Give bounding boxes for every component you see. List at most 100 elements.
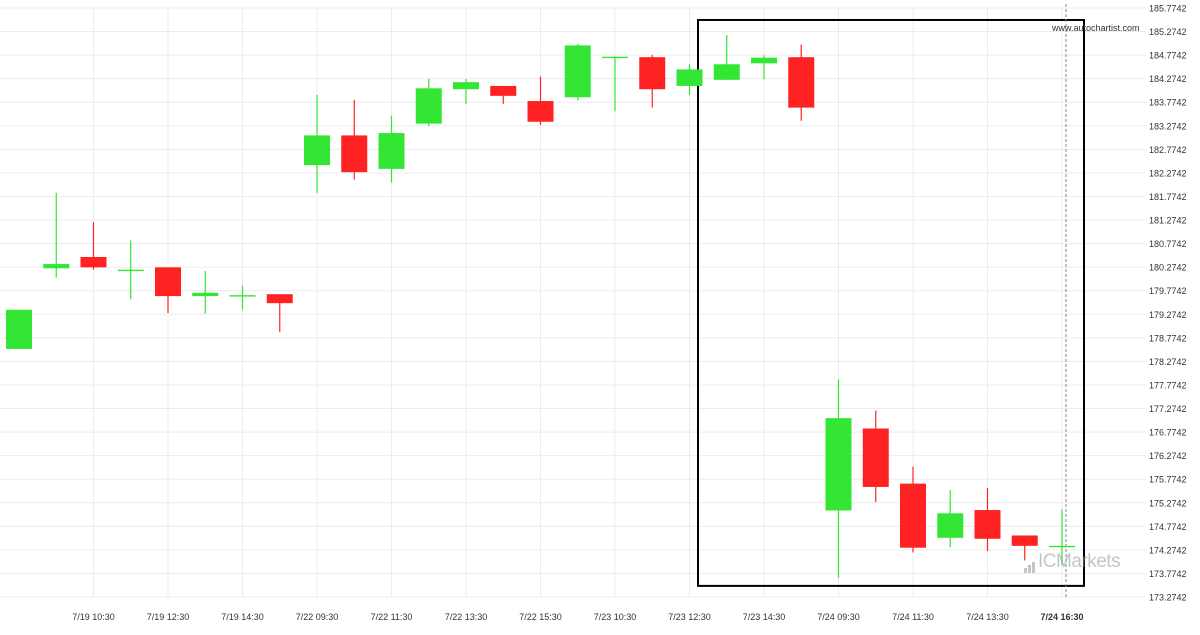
y-tick-label: 185.2742: [1149, 27, 1187, 37]
x-tick-label: 7/24 11:30: [892, 612, 934, 622]
y-tick-label: 179.7742: [1149, 286, 1187, 296]
pattern-box: [697, 18, 1085, 587]
y-tick-label: 180.7742: [1149, 239, 1187, 249]
candle-body: [266, 294, 293, 304]
source-label: www.autochartist.com: [1052, 23, 1140, 33]
candle: [6, 309, 32, 349]
x-tick-label: 7/19 14:30: [221, 612, 264, 622]
x-tick-label: 7/22 11:30: [371, 612, 413, 622]
x-axis: 7/19 10:30 7/19 12:30 7/19 14:30 7/22 09:30…: [72, 612, 1083, 622]
candle: [974, 487, 1001, 552]
candle: [304, 94, 330, 193]
y-tick-label: 175.7742: [1149, 475, 1187, 485]
x-tick-label: 7/19 10:30: [72, 612, 115, 622]
x-tick-label: 7/22 13:30: [445, 612, 488, 622]
y-tick-label: 178.2742: [1149, 357, 1187, 367]
candle-body: [713, 64, 740, 80]
candle-body: [1049, 545, 1075, 548]
y-tick-label: 183.2742: [1149, 121, 1187, 131]
x-tick-label: 7/23 12:30: [668, 612, 711, 622]
x-tick-label: 7/22 09:30: [296, 612, 339, 622]
y-tick-label: 176.2742: [1149, 451, 1187, 461]
watermark-bars-icon: [1024, 551, 1036, 573]
candle-body: [6, 309, 32, 349]
x-tick-label: 7/23 10:30: [594, 612, 637, 622]
x-tick-label: 7/22 15:30: [519, 612, 562, 622]
y-tick-label: 174.2742: [1149, 545, 1187, 555]
y-tick-label: 178.7742: [1149, 333, 1187, 343]
x-tick-label: 7/24 09:30: [817, 612, 860, 622]
candle: [117, 240, 144, 300]
candle: [676, 64, 703, 95]
y-tick-label: 176.7742: [1149, 428, 1187, 438]
y-tick-label: 175.2742: [1149, 498, 1187, 508]
candle: [564, 44, 591, 101]
candle: [341, 100, 368, 180]
y-tick-label: 185.7742: [1149, 4, 1187, 14]
candle-body: [304, 135, 330, 166]
candle-body: [117, 269, 144, 272]
candle-body: [229, 295, 256, 297]
candle-body: [564, 45, 591, 98]
candle-body: [788, 57, 815, 108]
candle: [937, 490, 964, 548]
candle: [713, 35, 740, 80]
candle-body: [602, 56, 628, 59]
candle: [378, 115, 405, 183]
y-tick-label: 181.2742: [1149, 216, 1187, 226]
y-tick-label: 182.7742: [1149, 145, 1187, 155]
y-tick-label: 177.7742: [1149, 380, 1187, 390]
x-tick-label: 7/24 16:30: [1040, 612, 1083, 622]
candle-body: [490, 85, 517, 96]
x-tick-label: 7/23 14:30: [743, 612, 786, 622]
y-tick-label: 179.2742: [1149, 310, 1187, 320]
y-tick-label: 180.2742: [1149, 263, 1187, 273]
candle: [453, 78, 479, 104]
y-tick-label: 177.2742: [1149, 404, 1187, 414]
candles: [6, 35, 1075, 578]
candle-body: [155, 267, 181, 297]
y-tick-label: 173.2742: [1149, 593, 1187, 603]
candle-body: [192, 292, 219, 297]
candle: [415, 78, 442, 126]
candle: [229, 285, 256, 310]
candle-body: [453, 82, 479, 90]
candle-body: [639, 57, 666, 90]
candle: [192, 271, 219, 314]
y-tick-label: 184.7742: [1149, 51, 1187, 61]
candle: [43, 192, 70, 278]
candle: [266, 294, 293, 332]
candle-body: [378, 133, 405, 169]
y-axis: 185.7742 185.2742 184.7742 184.2742 183.7742…: [1149, 4, 1187, 603]
x-tick-label: 7/24 13:30: [966, 612, 1009, 622]
candle: [639, 54, 666, 108]
candle: [1049, 509, 1075, 566]
candle: [490, 85, 517, 104]
x-tick-label: 7/19 12:30: [147, 612, 190, 622]
candle-body: [80, 256, 107, 268]
candle-body: [1011, 535, 1038, 546]
candle-body: [974, 510, 1001, 539]
y-tick-label: 183.7742: [1149, 98, 1187, 108]
y-tick-label: 174.7742: [1149, 522, 1187, 532]
candle-body: [900, 483, 926, 548]
y-tick-label: 181.7742: [1149, 192, 1187, 202]
candle: [825, 379, 852, 578]
candle-body: [937, 513, 964, 538]
candle-body: [825, 418, 852, 511]
candle: [788, 44, 815, 121]
candle-body: [527, 101, 554, 122]
watermark: ICMarkets: [1024, 551, 1121, 573]
y-tick-label: 173.7742: [1149, 569, 1187, 579]
candle-body: [862, 428, 889, 487]
y-tick-label: 184.2742: [1149, 74, 1187, 84]
watermark-brand: ICMarkets: [1038, 551, 1121, 572]
candle-body: [341, 135, 368, 173]
candle: [527, 76, 554, 126]
candle: [900, 466, 926, 553]
candle-body: [751, 57, 777, 64]
candle-body: [43, 264, 70, 269]
candle: [751, 55, 777, 80]
candle-body: [676, 69, 703, 86]
